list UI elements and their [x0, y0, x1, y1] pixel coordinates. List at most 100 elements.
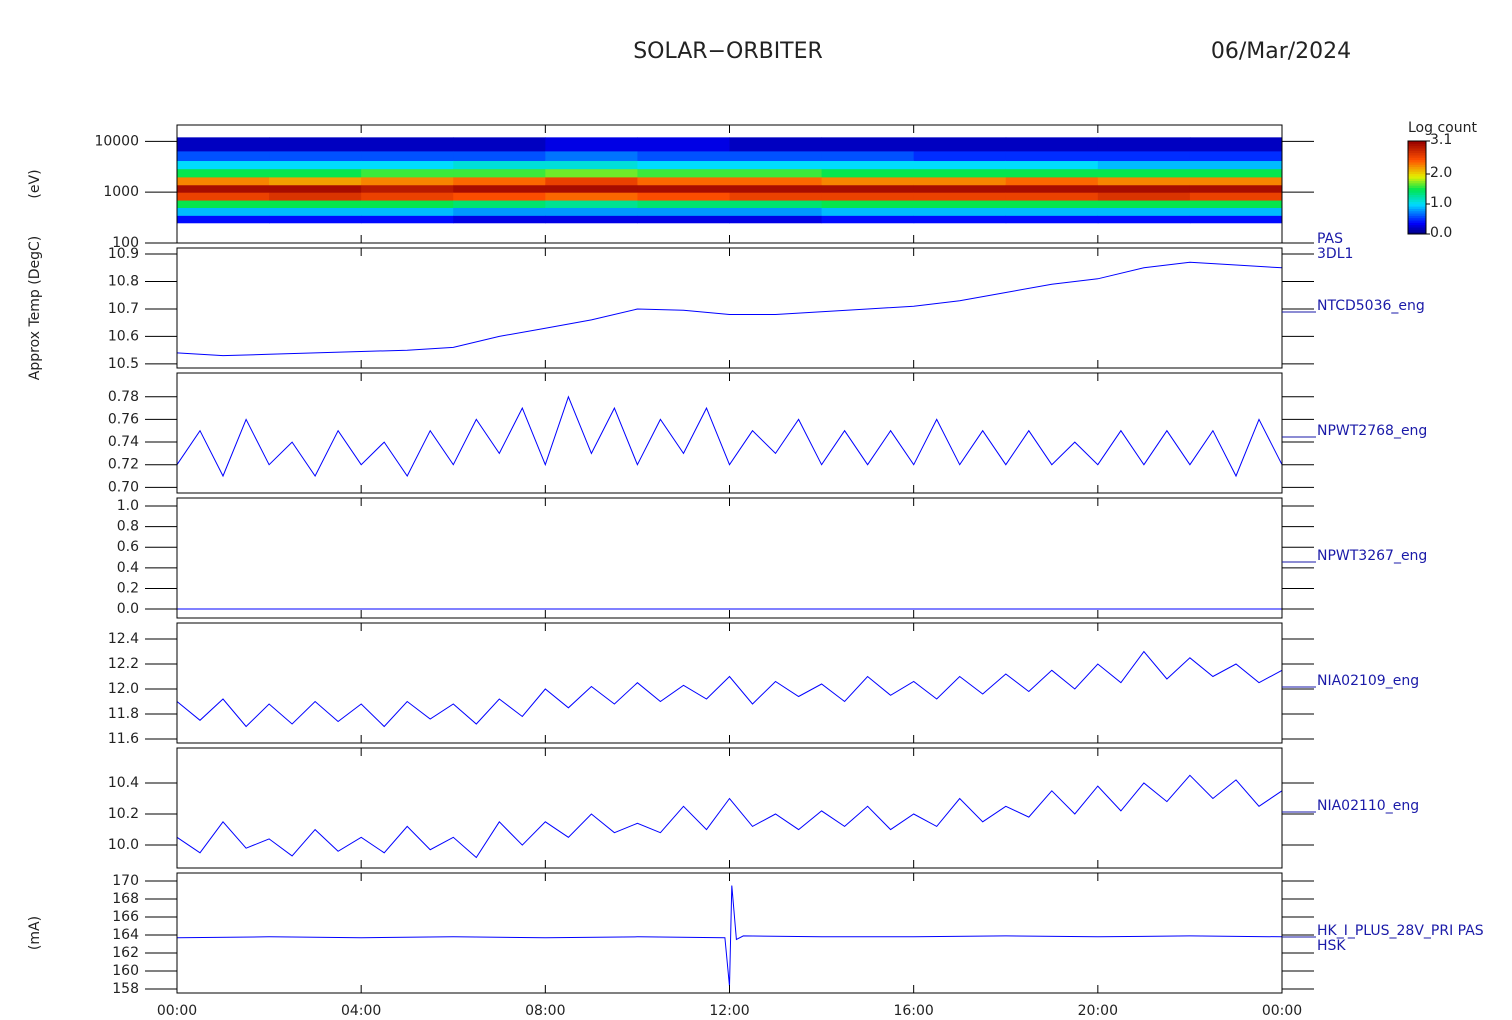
colorbar-step: [1408, 187, 1426, 191]
heat-cell: [545, 137, 638, 152]
heat-cell: [361, 176, 454, 186]
colorbar-step: [1408, 152, 1426, 156]
heat-cell: [545, 150, 638, 162]
heat-cell: [1097, 192, 1191, 201]
colorbar-step: [1408, 222, 1426, 226]
colorbar-tick-label: 2.0: [1430, 165, 1452, 181]
panel-label: NIA02110_eng: [1317, 798, 1419, 814]
heat-cell: [913, 150, 1007, 162]
colorbar-step: [1408, 229, 1426, 233]
colorbar-tick-label: 1.0: [1430, 195, 1452, 211]
panel-label: NPWT2768_eng: [1317, 423, 1427, 439]
heat-cell: [637, 207, 730, 216]
y-tick-label: 0.2: [117, 580, 139, 596]
colorbar-step: [1408, 157, 1426, 161]
heat-cell: [637, 215, 730, 224]
y-tick-label: 0.72: [108, 457, 139, 473]
heat-cell: [1189, 192, 1283, 201]
colorbar-step: [1408, 147, 1426, 151]
heat-cell: [269, 168, 362, 178]
panel-label: PAS: [1317, 231, 1343, 247]
heat-cell: [1097, 176, 1191, 186]
heat-cell: [913, 184, 1007, 193]
heat-cell: [913, 176, 1007, 186]
heat-cell: [545, 160, 638, 170]
colorbar-step: [1408, 206, 1426, 209]
panel-frame: [176, 622, 1283, 744]
y-tick-label: 10.7: [108, 301, 139, 317]
heat-cell: [269, 160, 362, 170]
colorbar-step: [1408, 201, 1426, 205]
colorbar-step: [1408, 171, 1426, 175]
panel-label: 3DL1: [1317, 246, 1353, 262]
heat-cell: [821, 192, 915, 201]
y-tick-label: 10.6: [108, 328, 139, 344]
colorbar-step: [1408, 161, 1426, 165]
heat-cell: [637, 176, 730, 186]
data-line: [176, 261, 1283, 357]
y-tick-label: 10.9: [108, 246, 139, 262]
y-tick-label: 10.0: [108, 837, 139, 853]
heat-cell: [545, 200, 638, 208]
data-line: [176, 650, 1283, 728]
heat-cell: [1097, 168, 1191, 178]
y-tick-label: 0.8: [117, 519, 139, 535]
y-tick-label: 10.2: [108, 806, 139, 822]
colorbar-step: [1408, 164, 1426, 168]
colorbar-step: [1408, 217, 1426, 221]
heat-cell: [361, 192, 454, 201]
heat-cell: [1189, 168, 1283, 178]
colorbar-step: [1408, 173, 1426, 177]
panel-label: NIA02109_eng: [1317, 673, 1419, 689]
heat-cell: [453, 150, 546, 162]
heat-cell: [1189, 215, 1283, 224]
heat-cell: [361, 207, 454, 216]
heat-cell: [821, 137, 915, 152]
heat-cell: [1189, 160, 1283, 170]
heat-cell: [1097, 160, 1191, 170]
heat-cell: [821, 168, 915, 178]
heat-cell: [361, 215, 454, 224]
panel-label: NPWT3267_eng: [1317, 548, 1427, 564]
heat-cell: [545, 184, 638, 193]
data-line: [176, 885, 1283, 987]
heat-cell: [729, 184, 823, 193]
heat-cell: [729, 168, 823, 178]
heat-cell: [1097, 150, 1191, 162]
y-axis-label: (eV): [27, 169, 43, 198]
colorbar-step: [1408, 168, 1426, 172]
heat-cell: [545, 215, 638, 224]
heat-cell: [1097, 184, 1191, 193]
y-tick-label: 12.4: [108, 631, 139, 647]
y-tick-label: 160: [112, 963, 139, 979]
colorbar-tick-label: 3.1: [1430, 132, 1452, 148]
colorbar-step: [1408, 224, 1426, 228]
heat-cell: [637, 192, 730, 201]
heat-cell: [1189, 200, 1283, 208]
heat-cell: [453, 184, 546, 193]
y-tick-label: 168: [112, 891, 139, 907]
chart-title: SOLAR−ORBITER: [633, 39, 823, 64]
heat-cell: [177, 168, 270, 178]
heat-cell: [545, 168, 638, 178]
colorbar-step: [1408, 196, 1426, 200]
colorbar-frame: [1407, 140, 1427, 235]
y-tick-label: 12.2: [108, 656, 139, 672]
heat-cell: [361, 160, 454, 170]
panel-label: HSK: [1317, 938, 1346, 954]
heat-cell: [1189, 150, 1283, 162]
heat-cell: [1005, 184, 1099, 193]
heat-cell: [821, 215, 915, 224]
data-line: [176, 774, 1283, 859]
heat-cell: [453, 160, 546, 170]
y-tick-label: 0.0: [117, 601, 139, 617]
heat-cell: [361, 150, 454, 162]
colorbar-step: [1408, 180, 1426, 184]
y-tick-label: 0.6: [117, 539, 139, 555]
heat-cell: [913, 200, 1007, 208]
heat-cell: [913, 160, 1007, 170]
colorbar-step: [1408, 220, 1426, 223]
y-axis-label: Approx Temp (DegC): [27, 236, 43, 380]
heat-cell: [1005, 150, 1099, 162]
